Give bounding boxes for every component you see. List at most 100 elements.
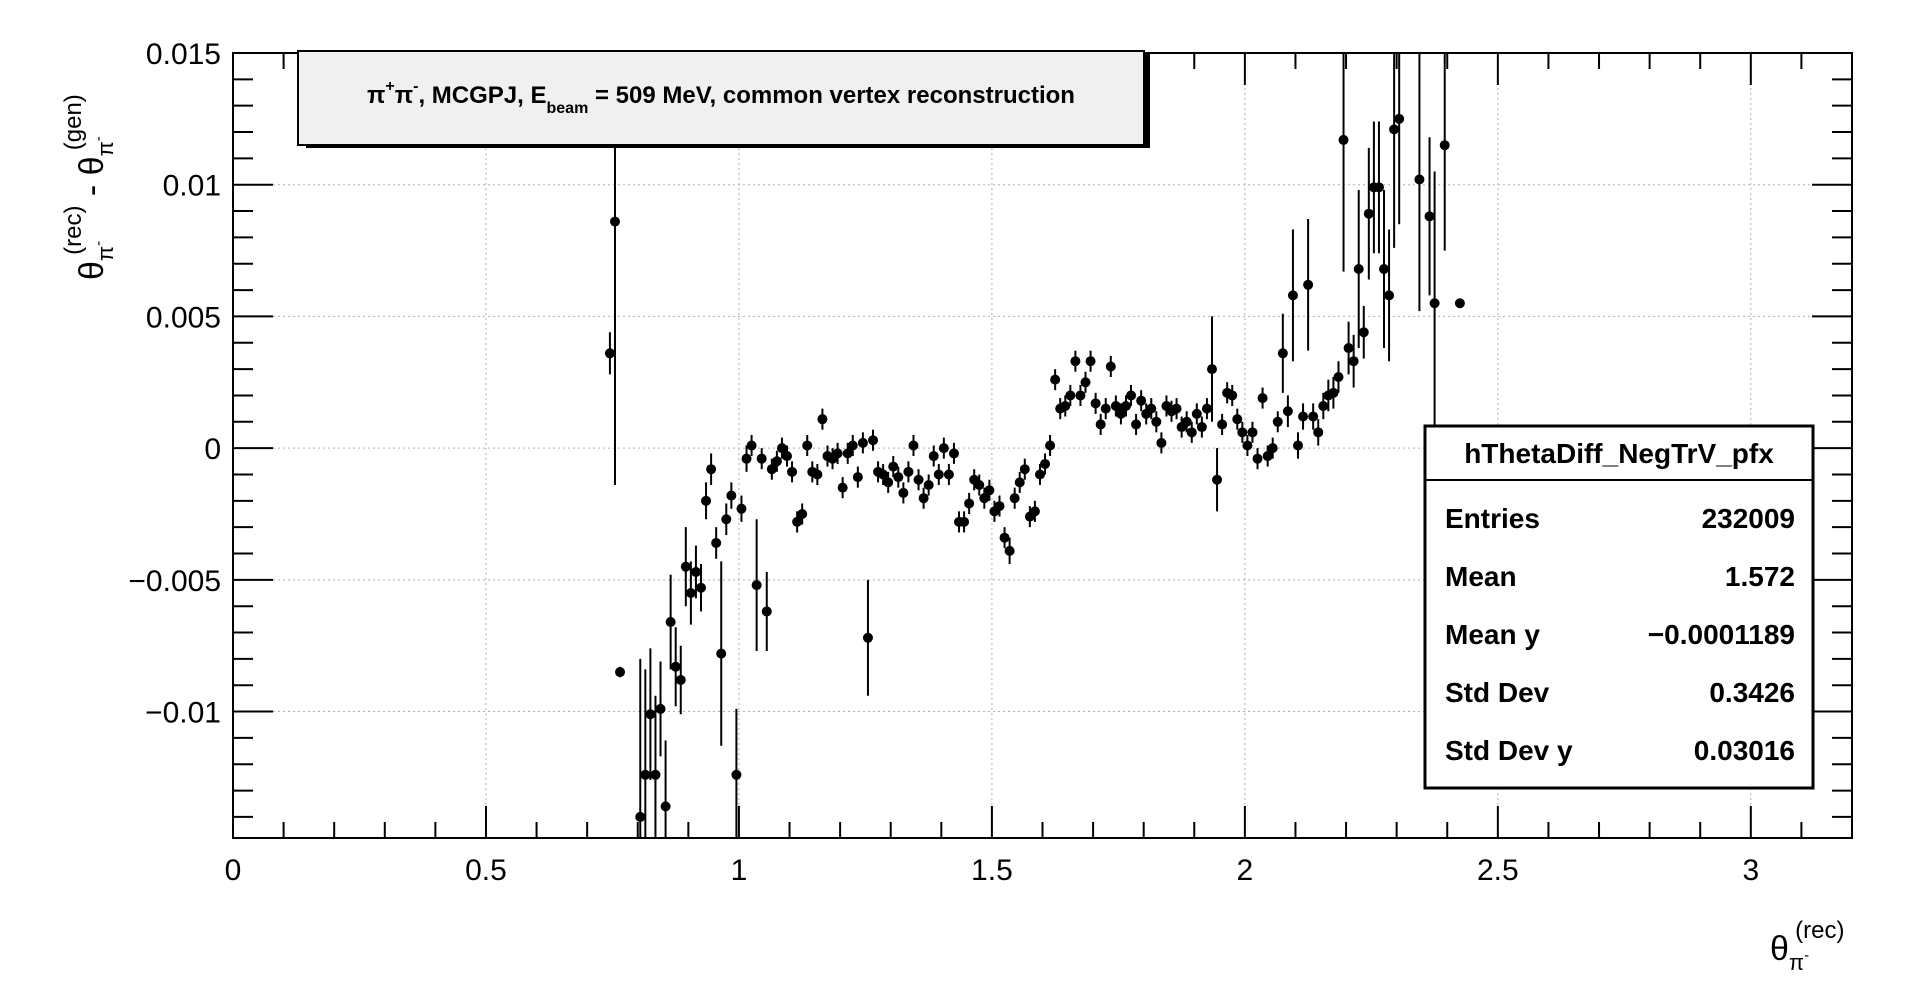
- data-point: [883, 477, 894, 488]
- data-point: [792, 516, 803, 527]
- data-point: [766, 464, 777, 475]
- data-point: [868, 435, 879, 446]
- data-point: [812, 469, 823, 480]
- data-point: [888, 461, 899, 472]
- data-point: [1277, 348, 1288, 359]
- data-point: [1242, 440, 1253, 451]
- data-point: [1424, 211, 1435, 222]
- x-tick-label: 1.5: [971, 854, 1013, 887]
- data-point: [716, 648, 727, 659]
- y-tick-label: 0: [204, 433, 221, 466]
- data-point: [1379, 264, 1390, 275]
- stats-box-panel: [1423, 424, 1815, 790]
- data-point: [635, 811, 646, 822]
- data-point: [1115, 408, 1126, 419]
- data-point: [1212, 474, 1223, 485]
- data-point: [938, 443, 949, 454]
- data-point: [1120, 400, 1131, 411]
- data-point: [685, 588, 696, 599]
- data-point: [847, 440, 858, 451]
- data-point: [1282, 406, 1293, 417]
- stats-label-mean-y: Mean y: [1445, 619, 1540, 650]
- data-point: [857, 437, 868, 448]
- data-point: [751, 580, 762, 591]
- data-point: [776, 443, 787, 454]
- stats-label-std-dev: Std Dev: [1445, 677, 1550, 708]
- data-point: [615, 667, 626, 678]
- data-point: [1227, 390, 1238, 401]
- data-point: [1080, 377, 1091, 388]
- data-point: [918, 493, 929, 504]
- data-point: [665, 616, 676, 627]
- data-point: [1131, 419, 1142, 430]
- data-point: [1206, 364, 1217, 375]
- data-point: [1303, 279, 1314, 290]
- data-point: [1414, 174, 1425, 185]
- data-point: [1004, 545, 1015, 556]
- data-point: [999, 532, 1010, 543]
- data-point: [1353, 264, 1364, 275]
- data-point: [923, 480, 934, 491]
- data-point: [959, 516, 970, 527]
- chart-title: π+π-, MCGPJ, Ebeam = 509 MeV, common ver…: [367, 78, 1075, 117]
- data-point: [1040, 458, 1051, 469]
- data-points: [604, 53, 1465, 838]
- data-point: [1045, 440, 1056, 451]
- stats-label-mean: Mean: [1445, 561, 1517, 592]
- data-point: [1075, 390, 1086, 401]
- stats-value-mean-y: −0.0001189: [1648, 619, 1795, 650]
- data-point: [1085, 356, 1096, 367]
- data-point: [943, 469, 954, 480]
- data-point: [1439, 140, 1450, 151]
- data-point: [1014, 477, 1025, 488]
- y-tick-label: 0.01: [163, 170, 221, 203]
- data-point: [1272, 416, 1283, 427]
- x-tick-label: 2: [1237, 854, 1254, 887]
- tick-labels: 0 0.5 1 1.5 2 2.5 3 −0.01 −0.005 0 0.005 0.01 0.015: [128, 38, 1759, 887]
- stats-box-name: hThetaDiff_NegTrV_pfx: [1464, 438, 1774, 469]
- data-point: [837, 482, 848, 493]
- x-tick-label: 0.5: [465, 854, 507, 887]
- data-point: [721, 514, 732, 525]
- data-point: [908, 440, 919, 451]
- data-point: [726, 490, 737, 501]
- data-point: [1328, 387, 1339, 398]
- stats-label-entries: Entries: [1445, 503, 1540, 534]
- stats-value-std-dev-y: 0.03016: [1694, 735, 1795, 766]
- data-point: [1105, 361, 1116, 372]
- data-point: [842, 448, 853, 459]
- data-point: [1151, 416, 1162, 427]
- data-point: [706, 464, 717, 475]
- data-point: [1126, 390, 1137, 401]
- data-point: [852, 472, 863, 483]
- data-point: [1050, 374, 1061, 385]
- data-point: [1171, 403, 1182, 414]
- data-point: [731, 769, 742, 780]
- y-tick-label: −0.01: [145, 697, 221, 730]
- data-point: [1333, 372, 1344, 383]
- data-point: [1019, 464, 1030, 475]
- data-point: [695, 582, 706, 593]
- data-point: [1262, 451, 1273, 462]
- data-point: [1343, 343, 1354, 354]
- data-point: [609, 216, 620, 227]
- data-point: [893, 472, 904, 483]
- y-tick-label: −0.005: [128, 565, 221, 598]
- data-point: [1201, 403, 1212, 414]
- data-point: [1070, 356, 1081, 367]
- data-point: [711, 537, 722, 548]
- data-point: [1146, 403, 1157, 414]
- data-point: [1181, 416, 1192, 427]
- data-point: [741, 453, 752, 464]
- data-point: [1156, 437, 1167, 448]
- stats-value-mean: 1.572: [1725, 561, 1795, 592]
- data-point: [1196, 422, 1207, 433]
- data-point: [1267, 443, 1278, 454]
- y-tick-label: 0.015: [146, 38, 221, 71]
- data-point: [979, 493, 990, 504]
- data-point: [1373, 182, 1384, 193]
- data-point: [984, 485, 995, 496]
- data-point: [701, 495, 712, 506]
- data-point: [933, 469, 944, 480]
- data-point: [928, 451, 939, 462]
